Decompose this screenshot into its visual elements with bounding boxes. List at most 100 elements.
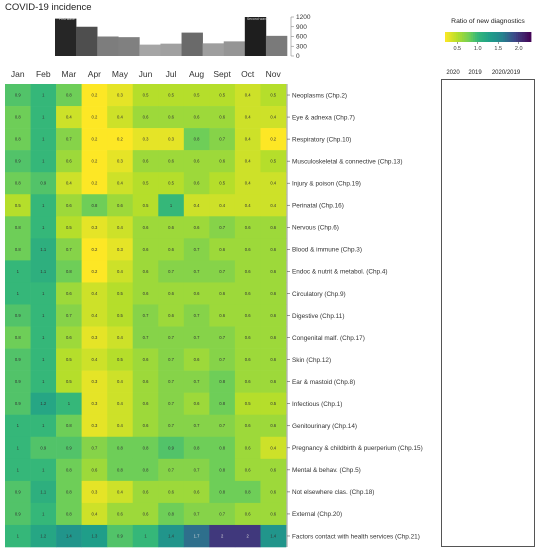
heatmap-cell	[81, 480, 108, 504]
heatmap-cell	[183, 238, 210, 261]
heatmap-cell	[56, 216, 82, 239]
month-label: May	[112, 69, 129, 79]
legend-title: Ratio of new diagnostics	[451, 18, 525, 25]
heatmap-cell	[158, 216, 185, 239]
heatmap-cell-label: 1	[144, 533, 147, 538]
heatmap-cell-label: 0.2	[91, 115, 97, 120]
heatmap-cell	[183, 84, 210, 107]
heatmap-cell-label: 0.7	[219, 511, 225, 516]
heatmap-cell	[158, 282, 185, 305]
legend-swatch	[457, 32, 461, 42]
heatmap-cell	[81, 150, 108, 173]
heatmap-cell-label: 0.7	[194, 467, 200, 472]
heatmap-cell	[132, 436, 159, 460]
month-label: Jul	[166, 69, 177, 79]
heatmap-cell-label: 0.8	[219, 467, 225, 472]
heatmap-cell	[5, 128, 31, 151]
heatmap-cell-label: 0.4	[219, 203, 225, 208]
heatmap-cell	[209, 84, 236, 107]
heatmap-cell-label: 0.9	[40, 445, 46, 450]
heatmap-cell	[5, 436, 31, 460]
heatmap-cell-label: 0.4	[245, 181, 251, 186]
heatmap-cell-label: 0.3	[91, 423, 97, 428]
heatmap-cell-label: 0.6	[66, 291, 72, 296]
month-label: Aug	[189, 69, 204, 79]
heatmap-cell	[81, 436, 108, 460]
heatmap-cell	[158, 370, 185, 393]
heatmap-cell	[56, 282, 82, 305]
heatmap-cell-label: 1	[42, 225, 45, 230]
heatmap-cell	[107, 370, 134, 393]
heatmap-cell-label: 0.4	[117, 225, 123, 230]
heatmap-cell	[234, 348, 261, 371]
heatmap-cell-label: 0.6	[219, 313, 225, 318]
heatmap-cell	[107, 480, 134, 504]
heatmap-cell-label: 0.8	[66, 269, 72, 274]
row-label: Pregnancy & childbirth & puerperium (Chp…	[292, 445, 423, 452]
heatmap-cell	[30, 414, 57, 438]
legend-swatch	[528, 32, 532, 42]
heatmap-cell	[107, 326, 134, 349]
heatmap-cell	[234, 260, 261, 283]
heatmap-cell	[30, 128, 57, 151]
heatmap-cell-label: 0.6	[168, 489, 174, 494]
heatmap-cell-label: 0.7	[168, 357, 174, 362]
heatmap-cell-label: 0.6	[66, 335, 72, 340]
heatmap-cell-label: 0.7	[219, 357, 225, 362]
heatmap-cell-label: 0.6	[245, 269, 251, 274]
heatmap-cell-label: 0.4	[270, 203, 276, 208]
heatmap-cell	[209, 304, 236, 327]
heatmap-cell	[30, 238, 57, 261]
incidence-bar	[223, 41, 246, 56]
heatmap-cell	[260, 414, 287, 438]
row-label: Blood & immune (Chp.3)	[292, 247, 362, 254]
incidence-bar	[55, 18, 77, 56]
heatmap-cell-label: 0.6	[168, 115, 174, 120]
heatmap-cell	[132, 480, 159, 504]
heatmap-cell	[81, 502, 108, 526]
heatmap-cell	[209, 172, 236, 195]
heatmap-cell	[209, 436, 236, 460]
heatmap-cell	[56, 260, 82, 283]
heatmap-cell	[56, 172, 82, 195]
heatmap-cell	[107, 216, 134, 239]
heatmap-cell	[132, 348, 159, 371]
legend-swatch	[464, 32, 467, 42]
heatmap-cell-label: 0.3	[91, 489, 97, 494]
heatmap-cell	[56, 194, 82, 217]
heatmap-cell	[158, 392, 185, 416]
heatmap-cell-label: 0.6	[194, 181, 200, 186]
heatmap-cell-label: 0.5	[270, 93, 276, 98]
heatmap-cell	[209, 414, 236, 438]
heatmap-cell	[234, 216, 261, 239]
heatmap-cell	[234, 392, 261, 416]
legend-swatch	[490, 32, 493, 42]
heatmap-cell	[81, 106, 108, 129]
heatmap-cell-label: 1	[17, 533, 20, 538]
heatmap-cell	[81, 370, 108, 393]
heatmap-cell-label: 0.6	[143, 225, 149, 230]
heatmap-cell-label: 0.6	[168, 225, 174, 230]
heatmap-cell	[158, 304, 185, 327]
legend-tick-label: 0.5	[453, 46, 461, 52]
heatmap-cell-label: 0.9	[15, 511, 21, 516]
table-header-2020: 2020	[446, 70, 460, 76]
heatmap-cell-label: 0.4	[270, 445, 276, 450]
heatmap-cell-label: 0.7	[66, 137, 72, 142]
heatmap-cell-label: 0.9	[15, 489, 21, 494]
row-label: Ear & mastoid (Chp.8)	[292, 379, 355, 386]
heatmap-cell	[183, 502, 210, 526]
heatmap-cell-label: 0.4	[245, 115, 251, 120]
heatmap-cell-label: 0.6	[270, 379, 276, 384]
heatmap-cell-label: 0.4	[91, 313, 97, 318]
heatmap-cell	[183, 436, 210, 460]
heatmap-cell-label: 0.7	[168, 335, 174, 340]
heatmap-cell-label: 1.3	[91, 533, 97, 538]
heatmap-cell-label: 0.9	[40, 181, 46, 186]
legend-tick-label: 1.5	[494, 46, 502, 52]
heatmap-cell-label: 0.6	[245, 313, 251, 318]
heatmap-cell	[132, 194, 159, 217]
heatmap-cell	[56, 326, 82, 349]
heatmap-cell	[132, 304, 159, 327]
heatmap-cell	[5, 194, 31, 217]
